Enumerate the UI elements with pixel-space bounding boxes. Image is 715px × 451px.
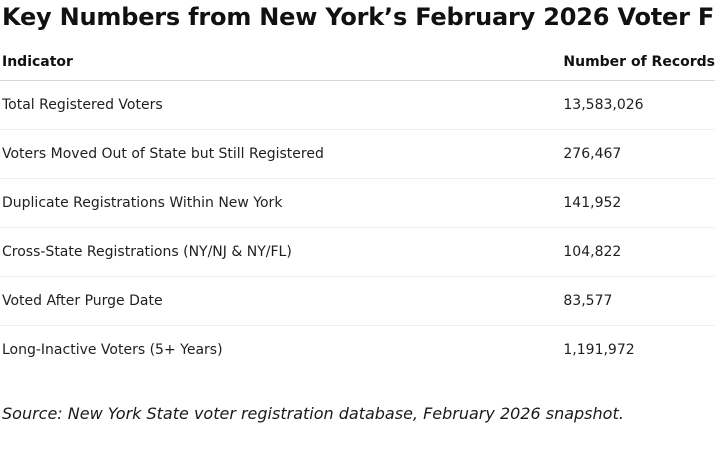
source-note: Source: New York State voter registratio… bbox=[2, 404, 624, 423]
indicator-cell: Voters Moved Out of State but Still Regi… bbox=[0, 129, 562, 179]
indicator-cell: Voted After Purge Date bbox=[0, 276, 562, 326]
value-cell: 141,952 bbox=[561, 178, 715, 228]
table-row: Long-Inactive Voters (5+ Years) 1,191,97… bbox=[0, 326, 715, 375]
voter-file-table: Indicator Number of Records Total Regist… bbox=[0, 44, 715, 374]
page-title: Key Numbers from New York’s February 202… bbox=[2, 3, 715, 31]
indicator-cell: Cross-State Registrations (NY/NJ & NY/FL… bbox=[0, 227, 562, 277]
value-cell: 104,822 bbox=[561, 227, 715, 277]
column-header-number-of-records: Number of Records bbox=[561, 44, 715, 81]
table-row: Duplicate Registrations Within New York … bbox=[0, 178, 715, 228]
table-row: Total Registered Voters 13,583,026 bbox=[0, 80, 715, 130]
table-row: Voted After Purge Date 83,577 bbox=[0, 276, 715, 326]
value-cell: 13,583,026 bbox=[561, 80, 715, 130]
value-cell: 276,467 bbox=[561, 129, 715, 179]
indicator-cell: Duplicate Registrations Within New York bbox=[0, 178, 562, 228]
table-row: Cross-State Registrations (NY/NJ & NY/FL… bbox=[0, 227, 715, 277]
indicator-cell: Long-Inactive Voters (5+ Years) bbox=[2, 342, 223, 358]
value-cell: 1,191,972 bbox=[563, 342, 635, 358]
value-cell: 83,577 bbox=[561, 276, 715, 326]
indicator-cell: Total Registered Voters bbox=[0, 80, 562, 130]
table-header-row: Indicator Number of Records bbox=[0, 44, 715, 81]
column-header-indicator: Indicator bbox=[0, 44, 562, 81]
table-row: Voters Moved Out of State but Still Regi… bbox=[0, 129, 715, 179]
